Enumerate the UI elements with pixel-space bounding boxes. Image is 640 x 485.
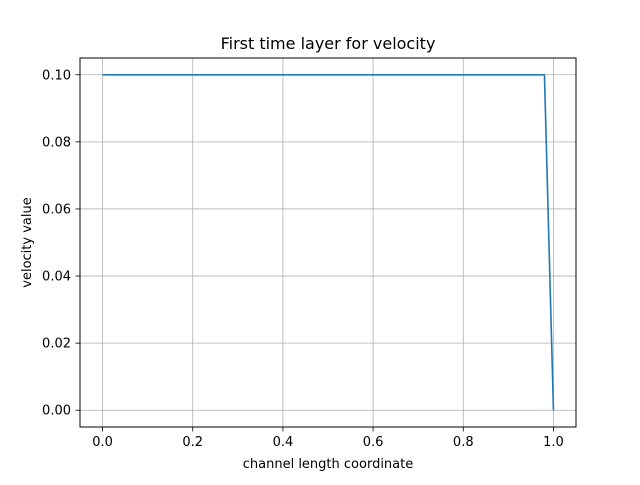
chart-title: First time layer for velocity [221,34,436,53]
y-tick-label: 0.06 [42,202,71,217]
x-tick-label: 1.0 [543,435,564,450]
x-tick-label: 0.2 [182,435,203,450]
x-tick-label: 0.8 [453,435,474,450]
series-line [102,73,555,411]
plot-frame [79,57,577,428]
x-tick-label: 0.4 [273,435,294,450]
series-layer [102,73,555,411]
y-tick-label: 0.02 [42,337,71,352]
y-tick-label: 0.04 [42,270,71,285]
y-tick-label: 0.10 [42,68,71,83]
x-axis-ticks: 0.0 0.2 0.4 0.6 0.8 1.0 [92,427,564,450]
x-tick-label: 0.0 [92,435,113,450]
y-axis-label: velocity value [20,197,35,287]
x-tick-label: 0.6 [363,435,384,450]
y-tick-label: 0.00 [42,404,71,419]
y-tick-label: 0.08 [42,135,71,150]
x-axis-label: channel length coordinate [243,457,413,472]
y-axis-ticks: 0.00 0.02 0.04 0.06 0.08 0.10 [42,68,80,419]
